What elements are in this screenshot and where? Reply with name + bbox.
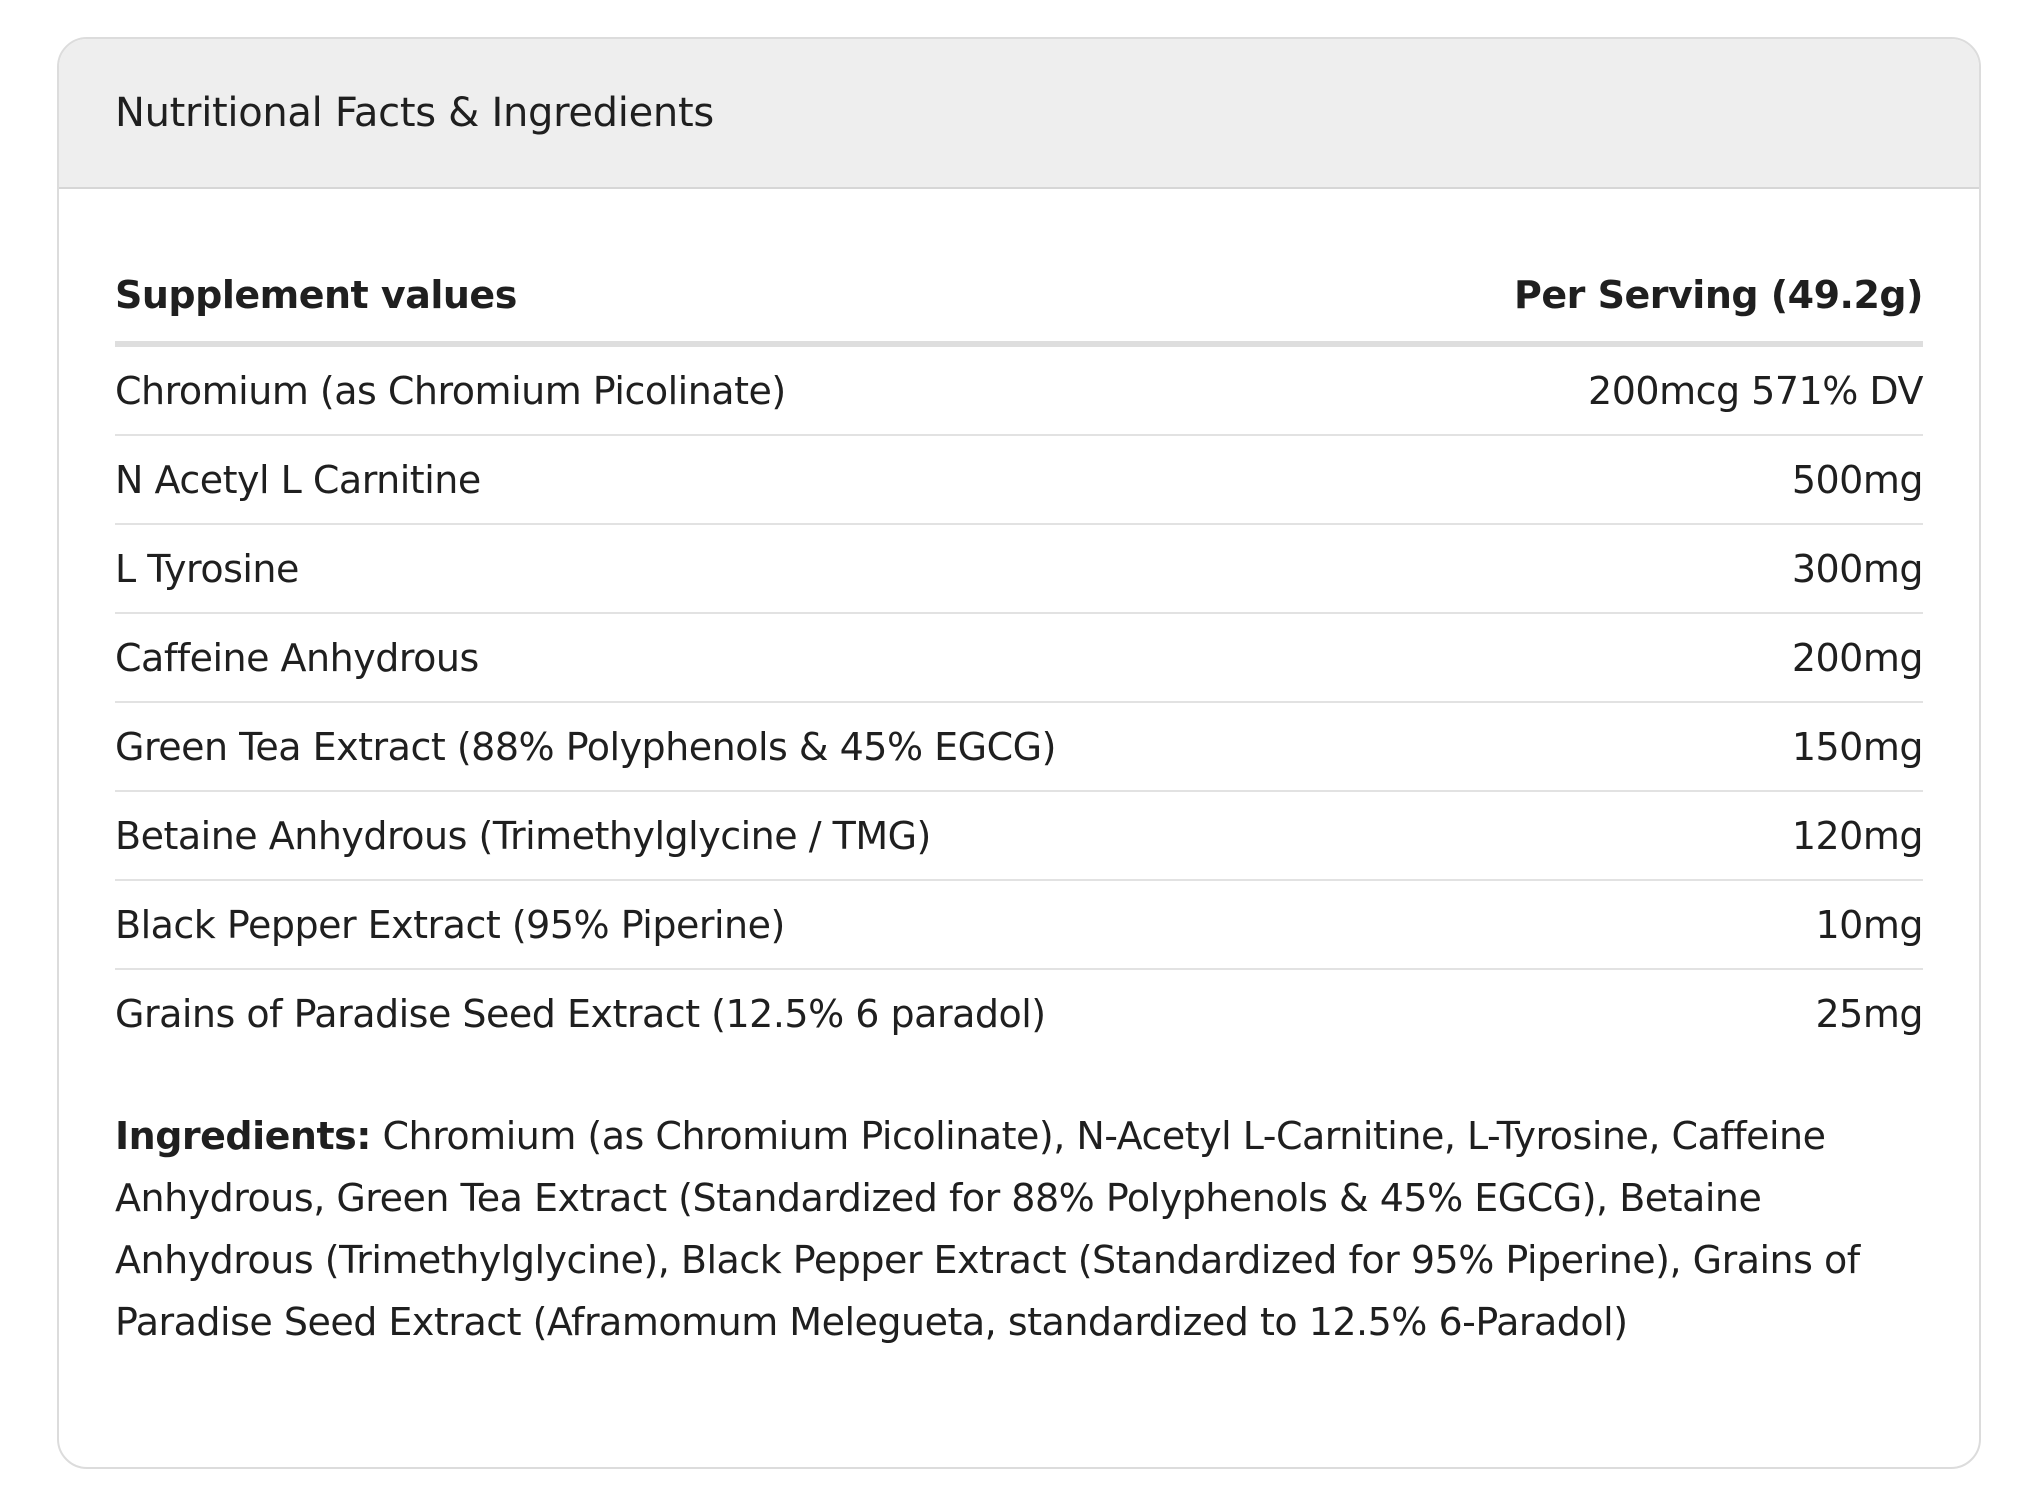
table-row: Chromium (as Chromium Picolinate) 200mcg…: [115, 344, 1923, 436]
table-row: L Tyrosine 300mg: [115, 524, 1923, 614]
supplement-amount: 25mg: [1815, 991, 1924, 1036]
ingredients-paragraph: Ingredients: Chromium (as Chromium Picol…: [115, 1105, 1923, 1353]
supplement-name: L Tyrosine: [115, 524, 1376, 614]
table-row: Black Pepper Extract (95% Piperine) 10mg: [115, 880, 1923, 970]
supplement-amount: 200mg: [1375, 613, 1923, 703]
supplement-amount: 150mg: [1375, 702, 1923, 792]
supplement-facts-table: Supplement values Per Serving (49.2g) Ch…: [115, 249, 1923, 1057]
supplement-amount: 300mg: [1375, 524, 1923, 614]
table-row: Green Tea Extract (88% Polyphenols & 45%…: [115, 702, 1923, 792]
ingredients-text: Chromium (as Chromium Picolinate), N-Ace…: [115, 1114, 1860, 1344]
supplement-name: Caffeine Anhydrous: [115, 613, 1376, 703]
supplement-amount: 10mg: [1375, 880, 1923, 970]
table-row: Caffeine Anhydrous 200mg: [115, 613, 1923, 703]
supplement-amount: 500mg: [1375, 435, 1923, 525]
column-header-supplement: Supplement values: [115, 249, 1376, 347]
supplement-name: Betaine Anhydrous (Trimethylglycine / TM…: [115, 791, 1376, 881]
table-row: Grains of Paradise Seed Extract (12.5% 6…: [115, 969, 1923, 1057]
ingredients-label: Ingredients:: [115, 1114, 371, 1158]
table-row: Betaine Anhydrous (Trimethylglycine / TM…: [115, 791, 1923, 881]
column-header-per-serving: Per Serving (49.2g): [1375, 249, 1923, 347]
table-row: N Acetyl L Carnitine 500mg: [115, 435, 1923, 525]
nutrition-panel: Nutritional Facts & Ingredients Suppleme…: [57, 37, 1981, 1469]
panel-title: Nutritional Facts & Ingredients: [115, 90, 714, 136]
supplement-name: Grains of Paradise Seed Extract (12.5% 6…: [115, 991, 1046, 1036]
supplement-amount: 120mg: [1375, 791, 1923, 881]
panel-body: Supplement values Per Serving (49.2g) Ch…: [59, 249, 1979, 1353]
panel-header[interactable]: Nutritional Facts & Ingredients: [59, 39, 1979, 189]
table-header-row: Supplement values Per Serving (49.2g): [115, 249, 1923, 347]
supplement-name: Green Tea Extract (88% Polyphenols & 45%…: [115, 702, 1376, 792]
supplement-name: N Acetyl L Carnitine: [115, 435, 1376, 525]
supplement-name: Chromium (as Chromium Picolinate): [115, 344, 1376, 436]
supplement-amount: 200mcg 571% DV: [1375, 344, 1923, 436]
supplement-name: Black Pepper Extract (95% Piperine): [115, 880, 1376, 970]
